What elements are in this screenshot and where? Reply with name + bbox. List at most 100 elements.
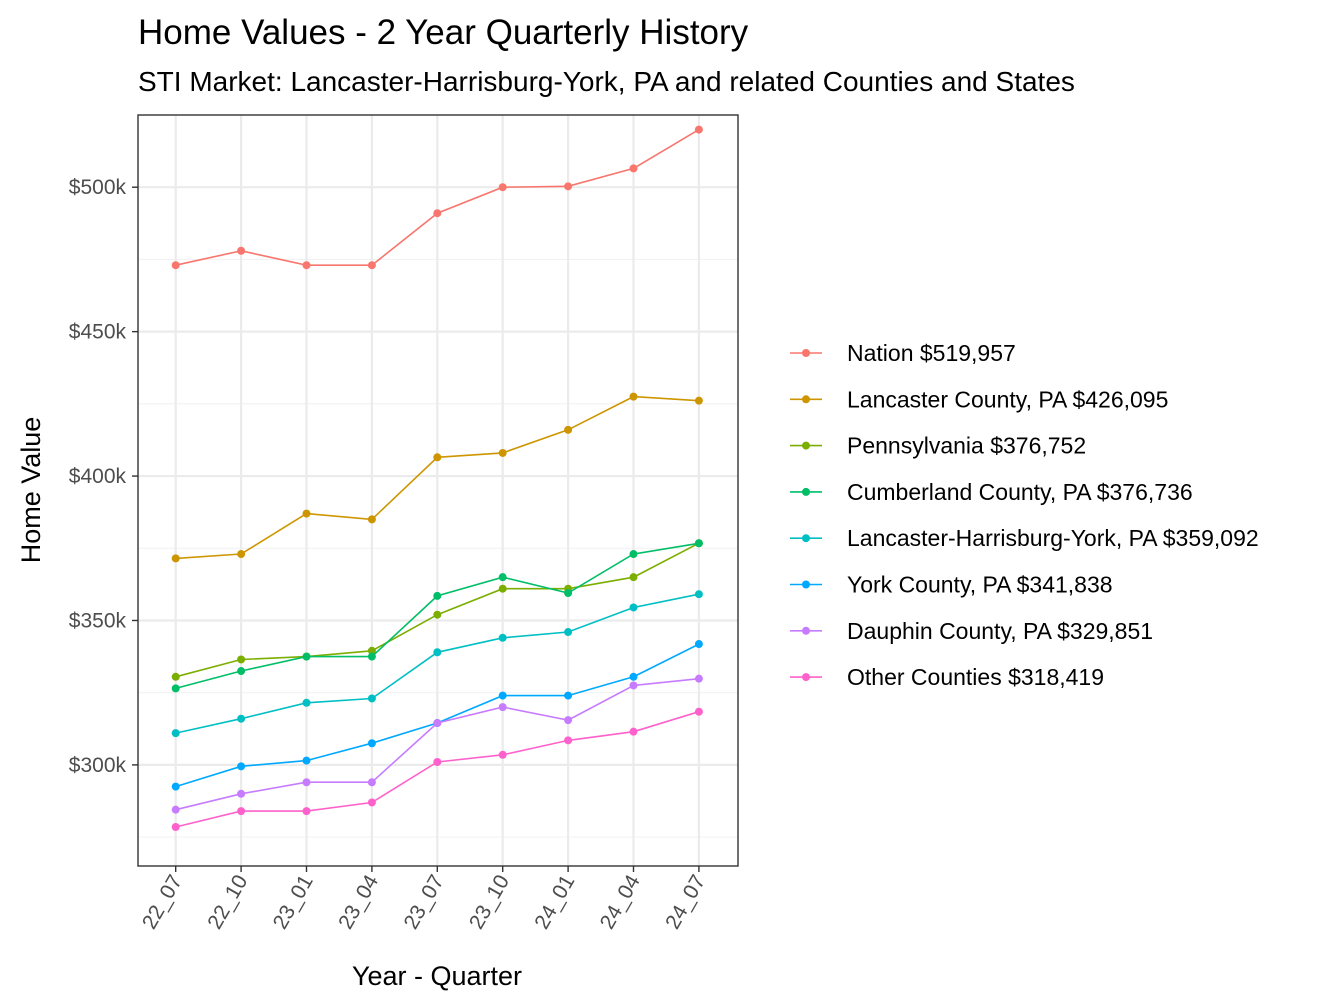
x-tick-label: 23_04: [334, 871, 383, 933]
x-tick-label: 22_07: [138, 871, 187, 933]
legend-item: York County, PA $341,838: [790, 572, 1113, 598]
x-tick-label: 23_01: [269, 871, 318, 933]
data-point: [433, 648, 442, 657]
data-point: [564, 716, 573, 725]
data-point: [367, 798, 376, 807]
y-tick-label: $450k: [69, 321, 127, 344]
data-point: [629, 672, 638, 681]
data-point: [433, 591, 442, 600]
data-point: [171, 823, 180, 832]
legend-key-point: [802, 487, 810, 496]
legend-key-point: [802, 580, 810, 589]
data-point: [564, 736, 573, 745]
data-point: [498, 633, 507, 642]
data-point: [171, 729, 180, 738]
legend-item: Lancaster County, PA $426,095: [790, 386, 1168, 412]
data-point: [237, 667, 246, 676]
legend-item: Dauphin County, PA $329,851: [790, 618, 1153, 644]
data-point: [498, 448, 507, 457]
data-point: [564, 691, 573, 700]
y-axis: $300k $350k $400k $450k $500k: [69, 176, 138, 777]
data-point: [629, 603, 638, 612]
data-point: [564, 182, 573, 191]
data-point: [694, 707, 703, 716]
legend-key-point: [802, 441, 810, 450]
data-point: [302, 778, 311, 787]
x-tick-label: 23_07: [400, 871, 449, 933]
series-layer: [171, 125, 703, 832]
data-point: [629, 573, 638, 582]
legend-key-point: [802, 349, 810, 357]
data-point: [498, 183, 507, 192]
legend-key-point: [802, 534, 810, 543]
data-point: [498, 750, 507, 759]
data-point: [302, 807, 311, 816]
data-point: [367, 646, 376, 655]
data-point: [564, 628, 573, 637]
data-point: [629, 164, 638, 173]
data-point: [237, 807, 246, 816]
legend-item: Other Counties $318,419: [790, 664, 1104, 690]
data-point: [171, 672, 180, 681]
y-tick-label: $400k: [69, 465, 127, 488]
legend-label: Pennsylvania $376,752: [847, 433, 1086, 459]
data-point: [237, 550, 246, 559]
legend-item: Lancaster-Harrisburg-York, PA $359,092: [790, 525, 1259, 551]
data-point: [367, 739, 376, 748]
data-point: [694, 125, 703, 134]
data-point: [171, 782, 180, 791]
plot-border: [137, 114, 739, 867]
data-point: [367, 261, 376, 270]
data-point: [433, 719, 442, 728]
data-point: [171, 554, 180, 563]
data-point: [237, 789, 246, 798]
data-point: [433, 610, 442, 619]
data-point: [367, 652, 376, 661]
legend-key-point: [802, 673, 810, 682]
chart-title: Home Values - 2 Year Quarterly History: [138, 13, 749, 52]
legend: Nation $519,957 Lancaster County, PA $426…: [790, 340, 1259, 690]
data-point: [302, 509, 311, 518]
legend-label: Other Counties $318,419: [847, 664, 1104, 690]
data-point: [498, 573, 507, 582]
data-point: [433, 209, 442, 218]
data-point: [433, 453, 442, 462]
data-point: [629, 392, 638, 401]
data-point: [171, 261, 180, 270]
data-point: [694, 674, 703, 683]
chart-subtitle: STI Market: Lancaster-Harrisburg-York, P…: [138, 66, 1075, 97]
x-axis-title: Year - Quarter: [352, 961, 522, 991]
data-point: [629, 550, 638, 559]
legend-label: York County, PA $341,838: [847, 572, 1113, 598]
x-tick-label: 23_10: [465, 871, 514, 933]
data-point: [367, 515, 376, 524]
legend-item: Nation $519,957: [790, 340, 1016, 366]
data-point: [498, 703, 507, 712]
legend-key-point: [802, 626, 810, 635]
data-point: [302, 652, 311, 661]
x-tick-label: 22_10: [203, 871, 252, 933]
data-point: [367, 778, 376, 787]
legend-label: Dauphin County, PA $329,851: [847, 618, 1153, 644]
data-point: [302, 756, 311, 765]
data-point: [237, 246, 246, 255]
data-point: [564, 425, 573, 434]
y-tick-label: $300k: [69, 754, 127, 777]
legend-label: Nation $519,957: [847, 340, 1016, 366]
data-point: [629, 727, 638, 736]
legend-item: Cumberland County, PA $376,736: [790, 479, 1193, 505]
data-point: [694, 396, 703, 405]
legend-label: Lancaster-Harrisburg-York, PA $359,092: [847, 525, 1259, 551]
x-tick-label: 24_07: [661, 871, 710, 933]
major-gridlines: [138, 115, 738, 866]
legend-label: Lancaster County, PA $426,095: [847, 386, 1168, 412]
data-point: [237, 655, 246, 664]
data-point: [694, 640, 703, 649]
data-point: [629, 681, 638, 690]
data-point: [694, 539, 703, 548]
y-axis-title: Home Value: [16, 417, 46, 564]
data-point: [498, 691, 507, 700]
y-tick-label: $500k: [69, 176, 127, 199]
legend-key-point: [802, 395, 810, 404]
